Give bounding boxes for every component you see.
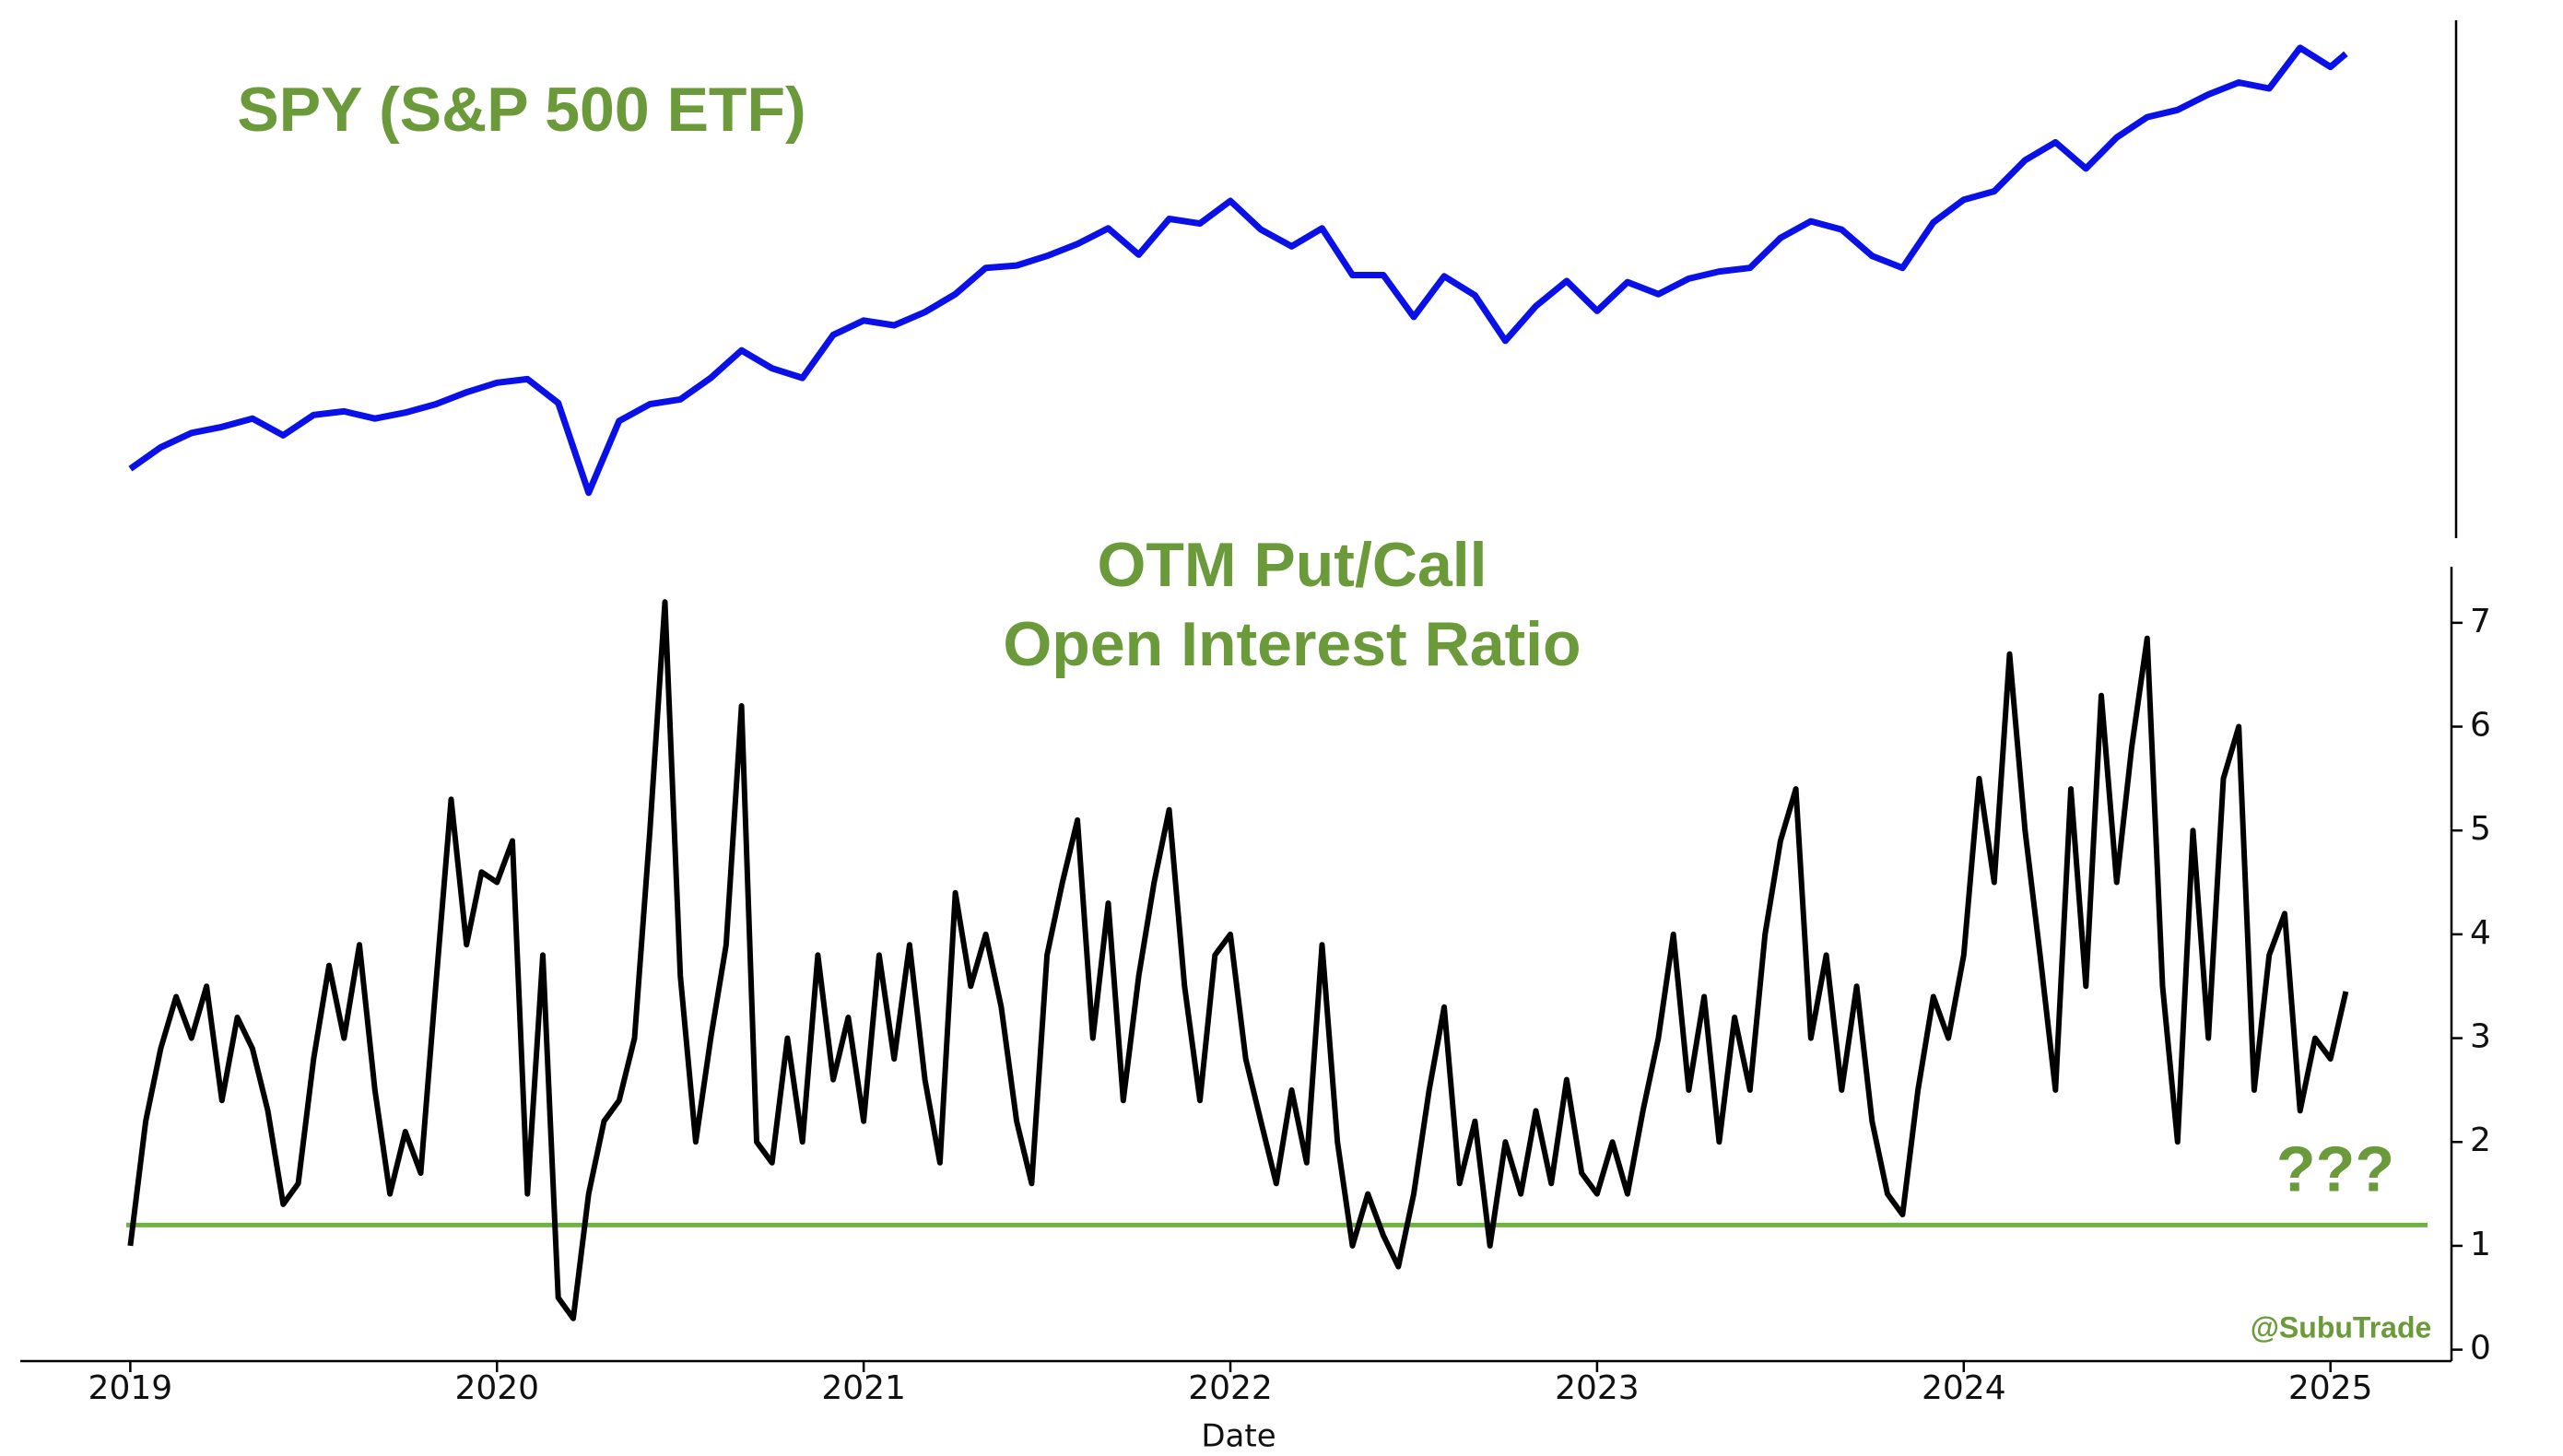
y-tick-label: 3 xyxy=(2470,1018,2491,1056)
top-title: SPY (S&P 500 ETF) xyxy=(237,75,805,145)
y-tick-label: 2 xyxy=(2470,1121,2491,1159)
bottom-title-line: OTM Put/Call xyxy=(1097,530,1487,600)
y-tick-label: 5 xyxy=(2470,810,2491,848)
y-tick-label: 7 xyxy=(2470,603,2491,640)
x-tick-label: 2020 xyxy=(454,1369,539,1407)
x-tick-label: 2021 xyxy=(821,1369,906,1407)
bottom-title-line: Open Interest Ratio xyxy=(1003,609,1581,679)
series-line xyxy=(128,44,2348,497)
x-axis-label: Date xyxy=(1201,1418,1276,1455)
series-line xyxy=(127,599,2349,1321)
y-tick-label: 0 xyxy=(2470,1330,2491,1368)
y-tick-label: 1 xyxy=(2470,1226,2491,1263)
y-tick-label: 4 xyxy=(2470,914,2491,952)
x-tick-label: 2025 xyxy=(2288,1369,2373,1407)
x-tick-label: 2024 xyxy=(1922,1369,2006,1407)
annotation: ??? xyxy=(2276,1133,2394,1204)
x-tick-label: 2023 xyxy=(1555,1369,1640,1407)
watermark: @SubuTrade xyxy=(2251,1310,2432,1344)
x-tick-label: 2019 xyxy=(88,1369,173,1407)
y-tick-label: 6 xyxy=(2470,707,2491,745)
x-tick-label: 2022 xyxy=(1188,1369,1273,1407)
